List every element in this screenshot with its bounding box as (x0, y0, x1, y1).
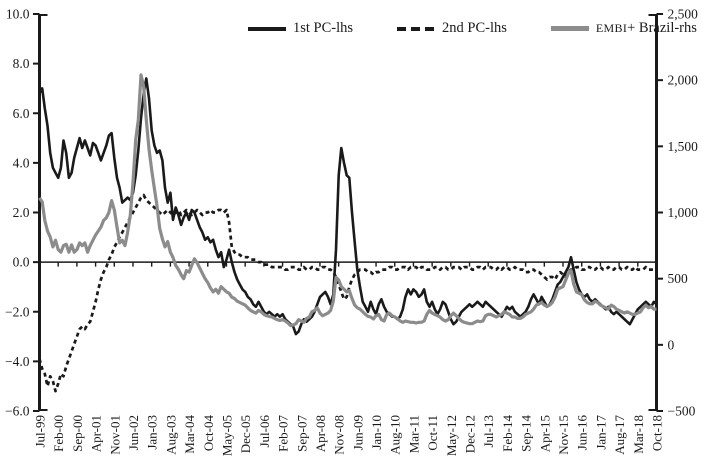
legend-item-embi-brazil-rhs: EMBI+ Brazil-rhs (550, 20, 697, 37)
y-axis-right-tick-label: 2,000 (668, 73, 699, 88)
legend-line-sample (397, 26, 436, 31)
y-axis-left-tick-label: 0.0 (13, 255, 30, 270)
chart-legend: 1st PC-lhs 2nd PC-lhs EMBI+ Brazil-rhs (248, 20, 697, 37)
x-axis-tick-label: Feb-14 (500, 415, 515, 452)
x-axis-tick-label: Aug-03 (163, 415, 178, 455)
x-axis-tick-label: Mar-11 (406, 415, 421, 453)
x-axis-tick-label: Oct-11 (425, 415, 440, 451)
y-axis-right-tick-label: 500 (668, 271, 689, 286)
x-axis-tick-label: Jan-03 (145, 415, 160, 450)
y-axis-left-tick-label: 2.0 (13, 205, 30, 220)
legend-line-sample (550, 26, 589, 31)
x-axis-tick-label: Jan-17 (593, 415, 608, 450)
x-axis-tick-label: Apr-01 (89, 415, 104, 452)
y-axis-left-tick-label: 4.0 (13, 155, 30, 170)
x-axis-tick-label: Feb-00 (51, 415, 66, 452)
x-axis-tick-label: Dec-05 (238, 415, 253, 453)
y-axis-left-tick-label: −4.0 (5, 354, 30, 369)
y-axis-left-tick-label: 6.0 (13, 106, 30, 121)
y-axis-left-tick-label: −6.0 (5, 404, 30, 419)
x-axis-tick-label: Jul-13 (481, 415, 496, 448)
y-axis-right-tick-label: 0 (668, 337, 675, 352)
x-axis-tick-label: Nov-15 (556, 415, 571, 455)
x-axis-tick-label: Jun-16 (575, 415, 590, 451)
legend-line-sample (248, 26, 286, 31)
x-axis-tick-label: Mar-18 (631, 415, 646, 454)
series-line-1st-pc-lhs (38, 77, 658, 336)
legend-item-1st-pc-lhs: 1st PC-lhs (248, 20, 353, 37)
x-axis-tick-label: Jan-10 (369, 415, 384, 450)
y-axis-right-tick-label: −500 (668, 404, 696, 419)
x-axis-tick-label: Sep-14 (519, 415, 534, 452)
x-axis-tick-label: Jun-09 (350, 415, 365, 450)
y-axis-right-tick-label: 1,500 (668, 139, 699, 154)
y-axis-left-tick-label: −2.0 (5, 304, 30, 319)
x-axis-tick-label: Sep-07 (294, 415, 309, 452)
x-axis-tick-label: May-05 (219, 415, 234, 456)
x-axis-tick-label: Nov-08 (332, 415, 347, 455)
x-axis-tick-label: Sep-00 (70, 415, 85, 452)
x-axis-tick-label: May-12 (444, 415, 459, 456)
legend-label: EMBI+ Brazil-rhs (595, 20, 697, 36)
x-axis-tick-label: Apr-15 (537, 415, 552, 452)
y-axis-right-tick-label: 1,000 (668, 205, 699, 220)
series-line-2nd-pc-lhs (38, 193, 657, 393)
y-axis-left-tick-label: 10.0 (6, 7, 30, 22)
x-axis-tick-label: Aug-17 (612, 415, 627, 455)
x-axis-tick-label: Jun-02 (126, 415, 141, 450)
x-axis-tick-label: Jul-06 (257, 415, 272, 448)
x-axis-tick-label: Dec-12 (463, 415, 478, 453)
legend-label: 1st PC-lhs (293, 20, 354, 36)
x-axis-tick-label: Jul-99 (33, 415, 48, 448)
legend-label: 2nd PC-lhs (442, 20, 507, 36)
x-axis-tick-label: Oct-04 (201, 415, 216, 452)
x-axis-tick-label: Apr-08 (313, 415, 328, 452)
x-axis-tick-label: Aug-10 (388, 415, 403, 455)
y-axis-left-tick-label: 8.0 (13, 56, 30, 71)
series-line-embi-brazil-rhs (38, 73, 657, 328)
y-axis-right-tick-label: 2,500 (668, 7, 699, 22)
x-axis-tick-label: Oct-18 (650, 415, 665, 451)
x-axis-tick-label: Feb-07 (276, 415, 291, 452)
x-axis-tick-label: Mar-04 (182, 415, 197, 454)
x-axis-tick-label: Nov-01 (107, 415, 122, 455)
legend-item-2nd-pc-lhs: 2nd PC-lhs (397, 20, 507, 37)
